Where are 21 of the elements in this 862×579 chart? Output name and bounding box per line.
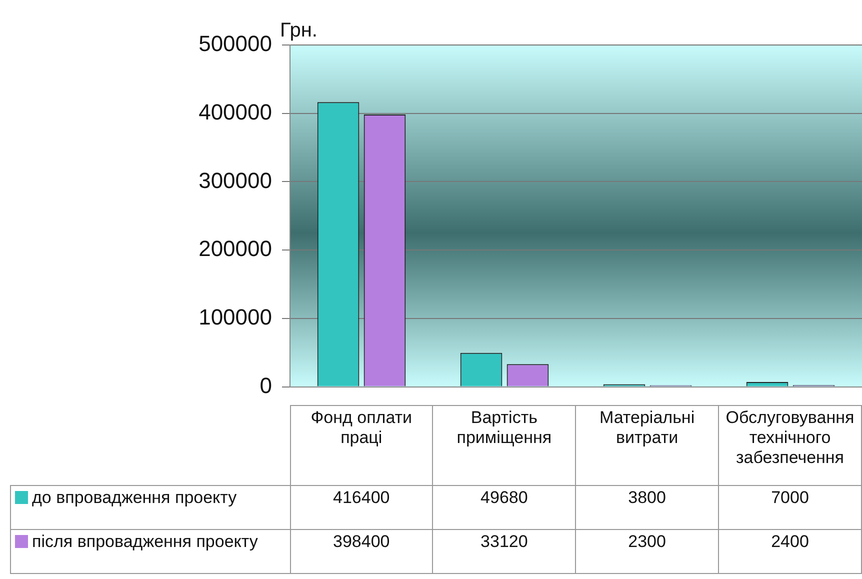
x-tick-label: Фонд оплати праці [290,406,433,486]
y-tick-label: 0 [260,372,272,398]
x-tick-label: Вартість приміщення [432,406,576,486]
data-label: 416400 [290,486,433,530]
data-label: 33120 [432,530,576,574]
data-label: 398400 [290,530,433,574]
y-axis-title: Грн. [280,20,318,42]
y-tick-label: 300000 [198,168,272,193]
data-label: 2400 [718,530,862,574]
y-tick-label: 100000 [198,304,272,330]
y-tick-label: 500000 [198,31,272,56]
x-tick-label: Матеріальні витрати [576,406,718,486]
data-label: 7000 [718,486,862,530]
data-label: 2300 [576,530,718,574]
x-tick-label: Обслуговування технічного забезпечення [718,406,862,486]
legend-label: до впровадження проекту [10,486,290,530]
y-tick-label: 200000 [198,236,272,262]
data-label: 3800 [576,486,718,530]
legend-label: після впровадження проекту [10,530,290,574]
y-tick-label: 400000 [198,99,272,124]
data-label: 49680 [432,486,576,530]
